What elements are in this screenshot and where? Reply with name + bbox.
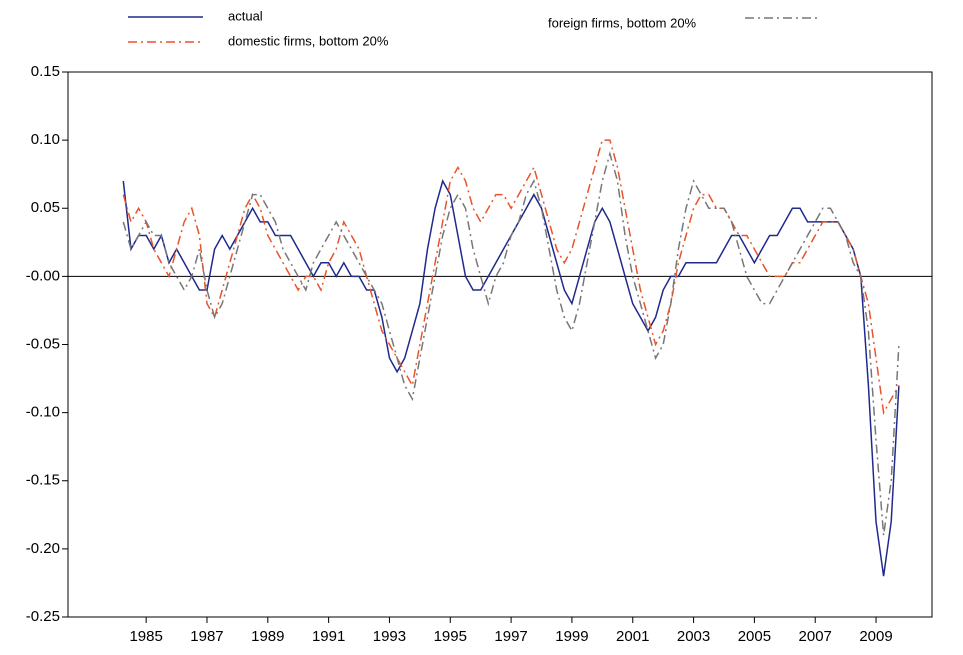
x-tick-label: 2009	[859, 628, 892, 645]
legend-label: domestic firms, bottom 20%	[228, 33, 389, 48]
x-tick-label: 1997	[494, 628, 527, 645]
x-tick-label: 1991	[312, 628, 345, 645]
x-tick-label: 1989	[251, 628, 284, 645]
x-tick-label: 2005	[738, 628, 771, 645]
y-tick-label: 0.05	[31, 199, 60, 216]
x-tick-label: 1993	[373, 628, 406, 645]
plot-frame	[67, 71, 933, 618]
y-tick-label: 0.15	[31, 63, 60, 80]
legend-label: foreign firms, bottom 20%	[548, 15, 697, 30]
legend-label: actual	[228, 8, 263, 23]
y-tick-label: 0.10	[31, 131, 60, 148]
x-tick-label: 2003	[677, 628, 710, 645]
y-tick-label: -0.00	[26, 267, 60, 284]
x-tick-label: 1985	[129, 628, 162, 645]
x-tick-label: 1999	[555, 628, 588, 645]
y-tick-label: -0.15	[26, 472, 60, 489]
x-tick-label: 2001	[616, 628, 649, 645]
y-tick-label: -0.25	[26, 608, 60, 625]
x-tick-label: 1987	[190, 628, 223, 645]
y-tick-label: -0.05	[26, 335, 60, 352]
series-line	[122, 151, 900, 536]
y-tick-label: -0.20	[26, 540, 60, 557]
x-tick-label: 2007	[799, 628, 832, 645]
y-tick-label: -0.10	[26, 404, 60, 421]
x-tick-label: 1995	[434, 628, 467, 645]
